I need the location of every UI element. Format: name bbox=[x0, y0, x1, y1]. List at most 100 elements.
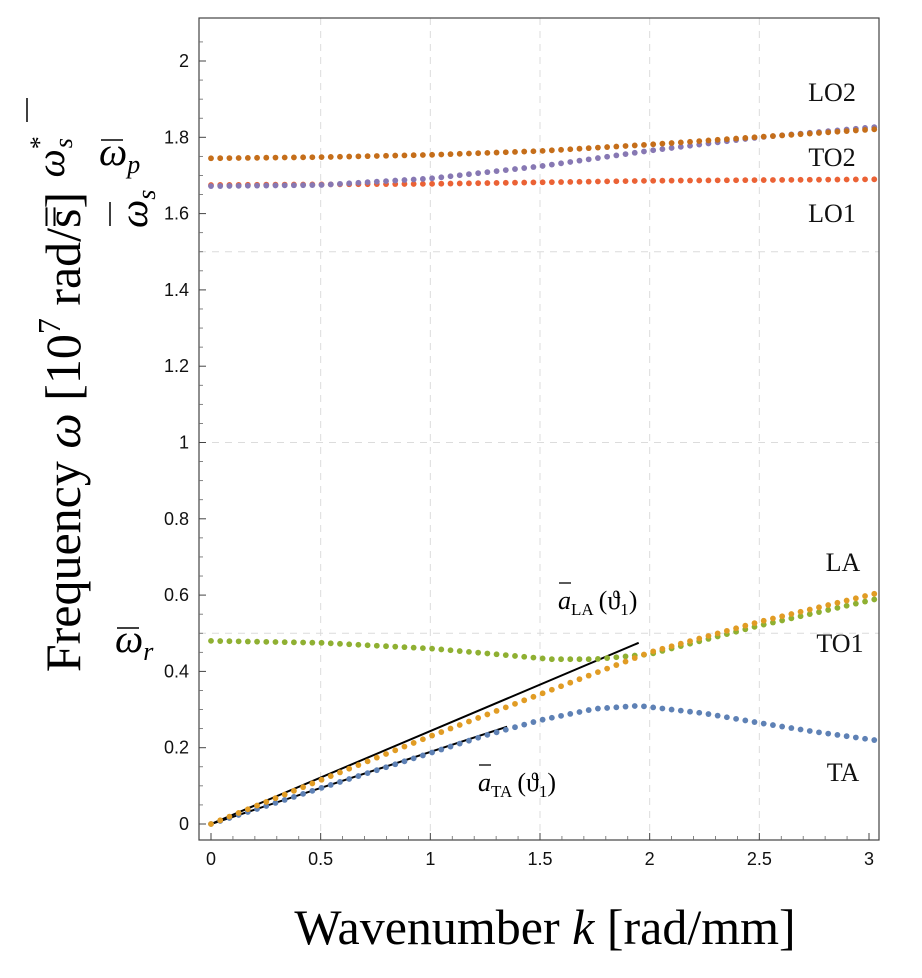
x-tick-label: 0.5 bbox=[308, 849, 333, 869]
point-ta bbox=[806, 728, 813, 734]
x-tick-label: 2 bbox=[645, 849, 655, 869]
point-lo2 bbox=[677, 139, 684, 146]
point-to1 bbox=[419, 645, 426, 652]
y-axis-title-unit-exp: 7 bbox=[31, 318, 67, 334]
point-lo2 bbox=[512, 149, 518, 155]
point-lo1 bbox=[779, 177, 786, 183]
point-la bbox=[641, 651, 647, 658]
point-ta bbox=[281, 797, 288, 803]
y-ticks: 0 0.2 0.4 0.6 0.8 1 1.2 1.4 1.6 1.8 2 bbox=[164, 41, 206, 834]
point-lo1 bbox=[677, 177, 684, 184]
point-to1 bbox=[466, 648, 472, 655]
point-lo1 bbox=[668, 177, 675, 184]
point-to1 bbox=[862, 598, 868, 605]
point-la bbox=[438, 729, 445, 735]
point-to2 bbox=[235, 182, 242, 189]
point-to1 bbox=[226, 638, 233, 645]
point-lo2 bbox=[383, 152, 389, 159]
point-ta bbox=[687, 708, 693, 715]
point-la bbox=[208, 821, 214, 827]
y-axis-title: Frequency ω [107 rad/s] bbox=[31, 192, 91, 672]
point-la bbox=[576, 676, 583, 683]
point-lo2 bbox=[318, 154, 325, 161]
point-ta bbox=[742, 717, 749, 724]
point-la bbox=[558, 683, 564, 690]
point-to2 bbox=[217, 183, 224, 189]
point-lo2 bbox=[622, 143, 629, 149]
svg-text:=ω*s: = ω*s bbox=[25, 136, 78, 228]
point-lo1 bbox=[641, 177, 647, 184]
point-lo1 bbox=[705, 177, 712, 184]
omega-s-sub: s bbox=[132, 190, 161, 200]
point-la bbox=[364, 758, 371, 765]
point-la bbox=[548, 686, 555, 693]
point-to1 bbox=[622, 653, 629, 660]
point-la bbox=[226, 813, 233, 820]
series-to2 bbox=[208, 124, 878, 190]
point-to2 bbox=[622, 151, 629, 157]
point-ta bbox=[401, 758, 408, 765]
point-ta bbox=[650, 704, 657, 711]
point-to2 bbox=[327, 181, 334, 188]
point-lo1 bbox=[650, 177, 657, 184]
point-la bbox=[475, 715, 482, 721]
point-ta bbox=[834, 732, 841, 738]
point-lo2 bbox=[816, 130, 822, 136]
point-to1 bbox=[871, 596, 878, 603]
point-to2 bbox=[521, 165, 528, 171]
point-la bbox=[291, 787, 297, 794]
point-la bbox=[466, 718, 472, 725]
point-to2 bbox=[668, 145, 675, 151]
point-lo2 bbox=[438, 151, 445, 158]
point-lo1 bbox=[419, 180, 426, 187]
point-lo2 bbox=[696, 138, 703, 145]
annotation-a-ta-arg: (ϑ bbox=[517, 768, 539, 797]
point-lo1 bbox=[484, 180, 491, 186]
series-ta bbox=[208, 703, 878, 827]
point-lo1 bbox=[770, 177, 776, 183]
point-lo2 bbox=[742, 135, 749, 141]
x-tick-label: 2.5 bbox=[747, 849, 772, 869]
point-to1 bbox=[456, 648, 463, 654]
point-to2 bbox=[631, 149, 638, 156]
point-lo1 bbox=[659, 177, 666, 184]
point-ta bbox=[419, 752, 426, 759]
point-la bbox=[806, 606, 813, 613]
point-ta bbox=[622, 703, 629, 710]
svg-text:ωs: ωs bbox=[111, 190, 161, 228]
point-la bbox=[604, 665, 611, 672]
label-to1: TO1 bbox=[816, 629, 863, 658]
point-to2 bbox=[475, 170, 482, 177]
point-to2 bbox=[650, 147, 657, 154]
point-lo2 bbox=[401, 152, 408, 159]
point-to2 bbox=[558, 160, 564, 167]
point-ta bbox=[548, 714, 555, 721]
point-to2 bbox=[659, 146, 666, 153]
point-lo2 bbox=[797, 131, 804, 138]
point-lo2 bbox=[576, 145, 583, 152]
point-lo1 bbox=[862, 176, 868, 183]
point-to1 bbox=[254, 638, 260, 645]
label-lo1: LO1 bbox=[808, 199, 856, 228]
point-la bbox=[631, 655, 638, 661]
point-to1 bbox=[512, 653, 518, 659]
point-ta bbox=[696, 709, 703, 716]
point-ta bbox=[825, 730, 832, 737]
point-la bbox=[595, 669, 601, 676]
point-ta bbox=[355, 773, 362, 779]
y-tick-label: 1.6 bbox=[164, 204, 189, 224]
point-lo2 bbox=[327, 154, 334, 160]
y-axis-title-prefix: Frequency bbox=[35, 449, 91, 673]
point-to2 bbox=[364, 179, 371, 186]
point-la bbox=[429, 732, 435, 739]
point-la bbox=[567, 679, 574, 686]
point-la bbox=[512, 700, 518, 707]
point-lo1 bbox=[456, 180, 463, 187]
point-to2 bbox=[383, 178, 389, 185]
point-ta bbox=[604, 705, 611, 711]
x-axis-title-unit: [rad/mm] bbox=[594, 899, 795, 955]
point-lo2 bbox=[659, 140, 666, 147]
point-to2 bbox=[512, 166, 518, 172]
point-to2 bbox=[604, 153, 611, 160]
point-lo2 bbox=[244, 155, 251, 161]
